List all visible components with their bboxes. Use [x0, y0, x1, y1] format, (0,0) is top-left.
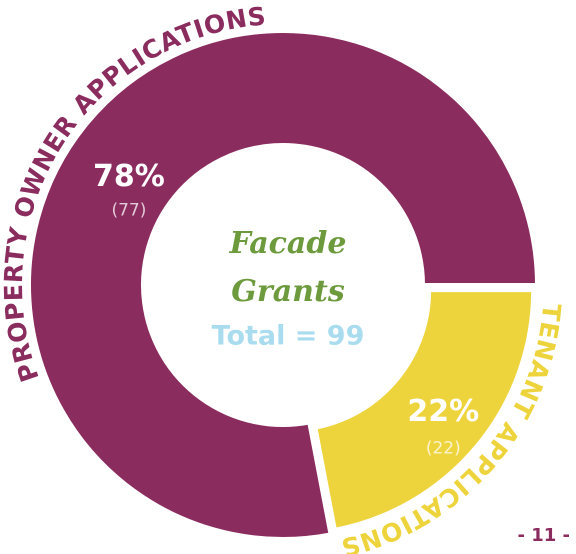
count-label: (22) — [426, 439, 461, 459]
center-total: Total = 99 — [212, 321, 365, 352]
page-number: - 11 - — [517, 525, 570, 546]
value-label: 22% — [407, 394, 479, 429]
slice — [27, 29, 540, 541]
value-label: 78% — [93, 159, 165, 194]
center-title: Grants — [231, 274, 345, 309]
count-label: (77) — [111, 201, 146, 221]
center-title: Facade — [229, 226, 347, 261]
slice — [313, 288, 536, 533]
